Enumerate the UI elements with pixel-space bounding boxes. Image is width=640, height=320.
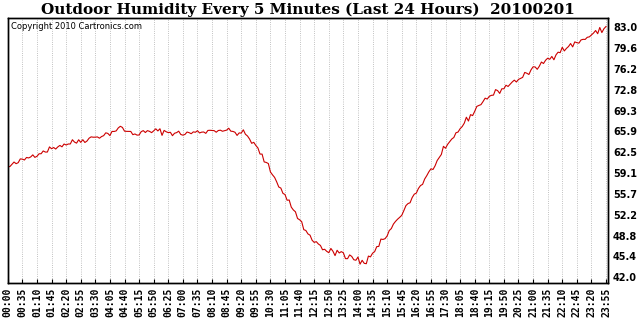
Title: Outdoor Humidity Every 5 Minutes (Last 24 Hours)  20100201: Outdoor Humidity Every 5 Minutes (Last 2… [41, 3, 575, 17]
Text: Copyright 2010 Cartronics.com: Copyright 2010 Cartronics.com [11, 22, 142, 31]
